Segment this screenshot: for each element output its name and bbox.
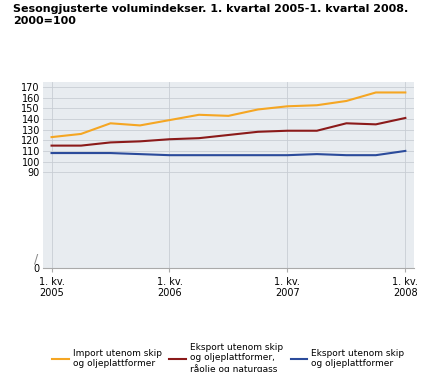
Text: /: / <box>34 253 38 266</box>
Legend: Import utenom skip
og oljeplattformer, Eksport utenom skip
og oljeplattformer,
r: Import utenom skip og oljeplattformer, E… <box>52 343 403 372</box>
Text: Sesongjusterte volumindekser. 1. kvartal 2005-1. kvartal 2008.
2000=100: Sesongjusterte volumindekser. 1. kvartal… <box>13 4 407 26</box>
